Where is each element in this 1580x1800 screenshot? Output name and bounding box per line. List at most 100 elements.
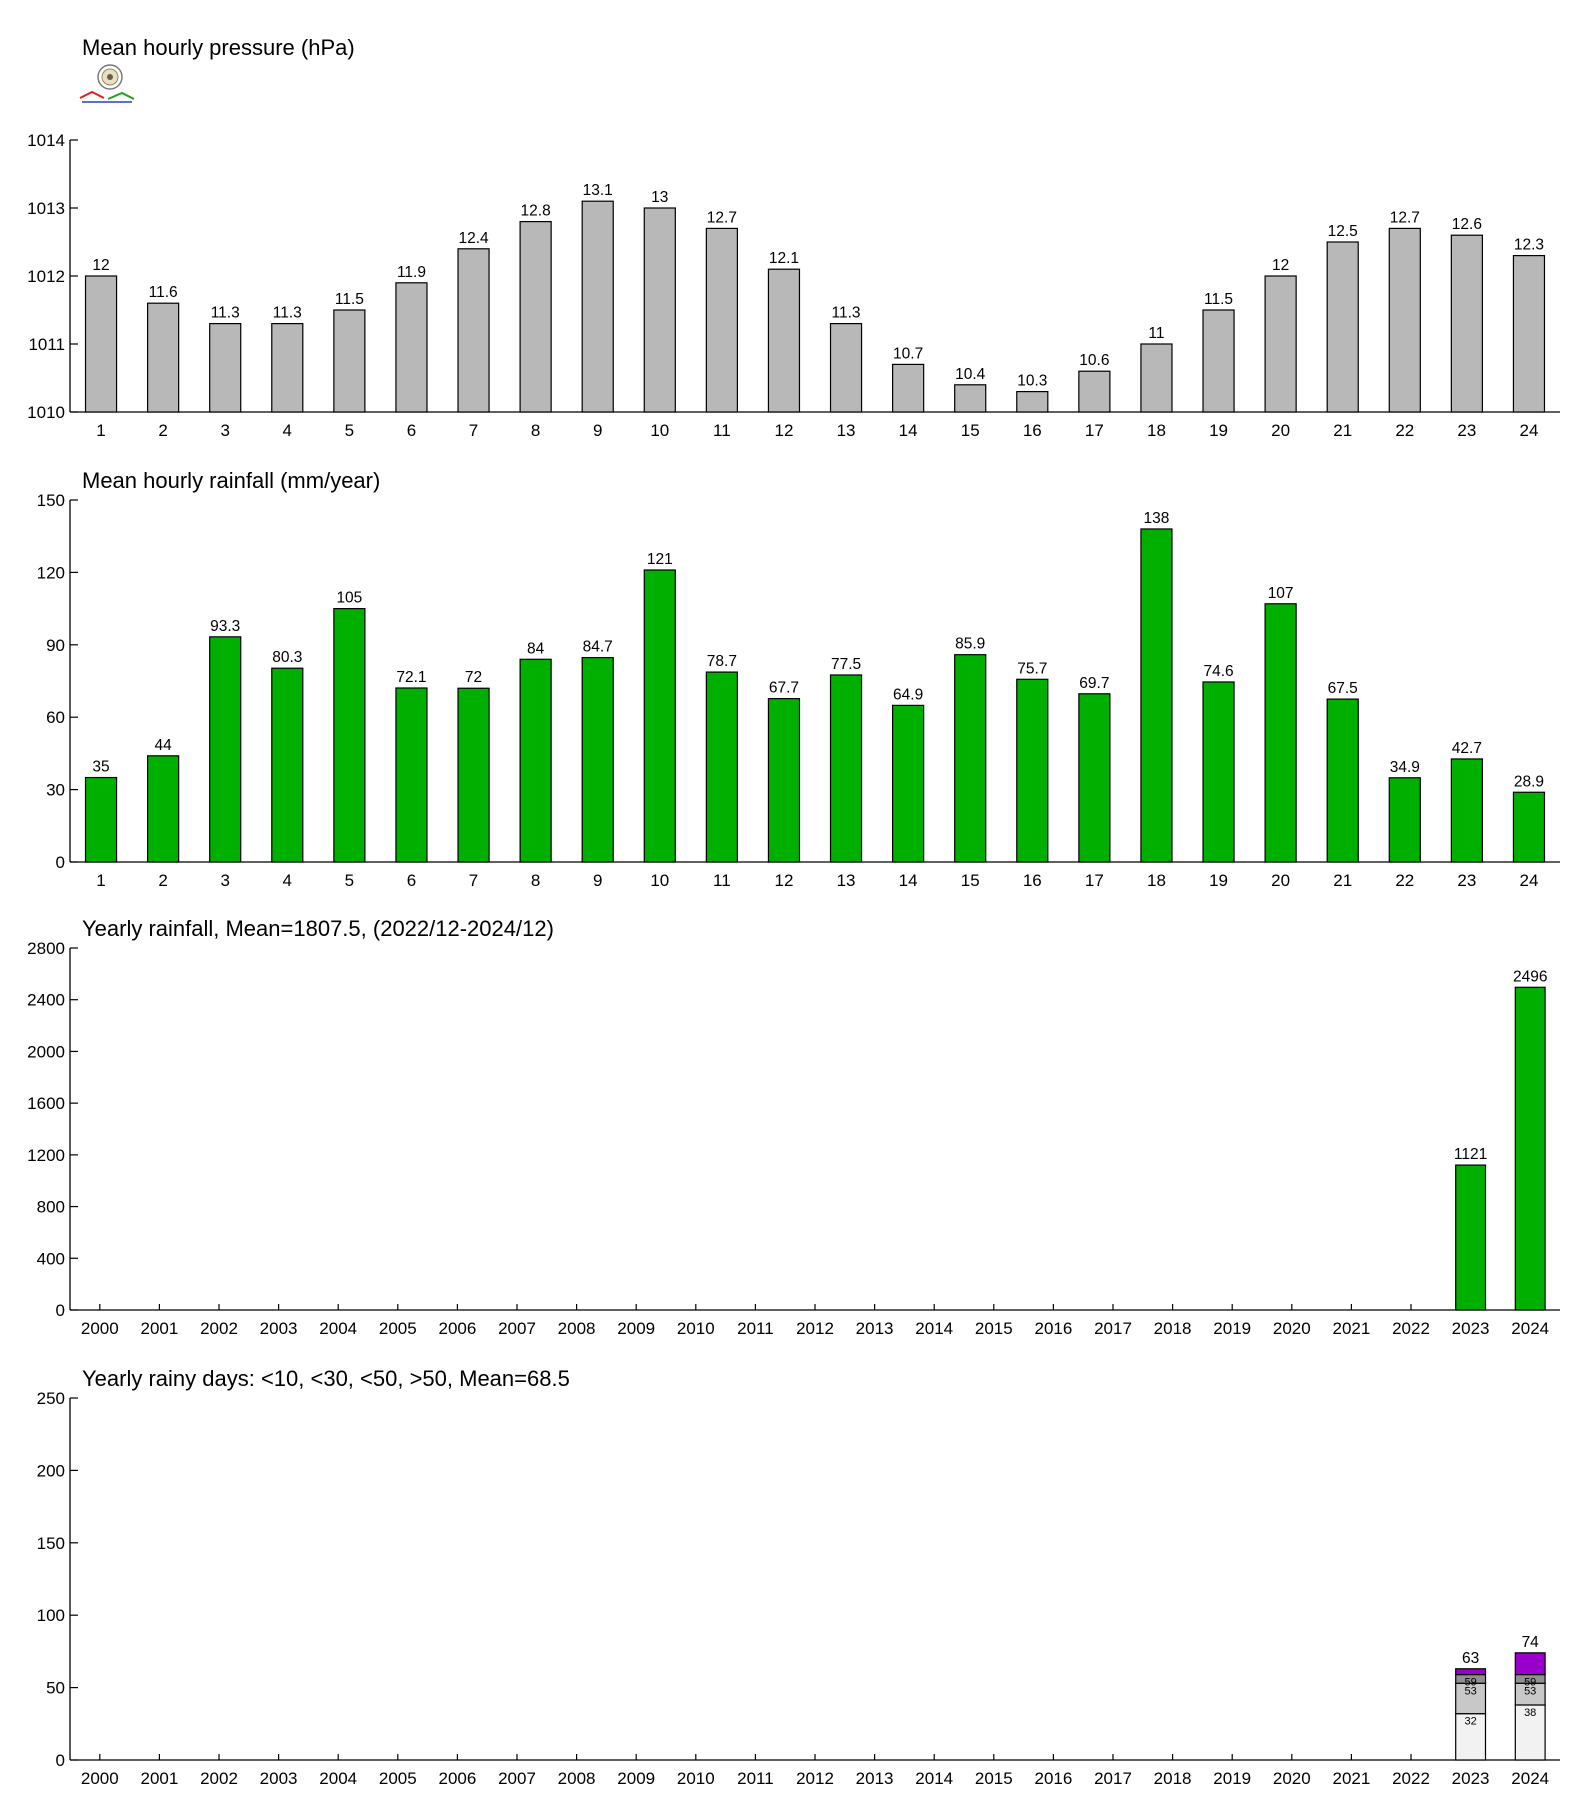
bar-value-label: 11 xyxy=(1148,325,1164,342)
bar xyxy=(395,282,428,413)
x-tick-label: 1 xyxy=(96,871,105,890)
bar xyxy=(84,776,118,863)
x-tick-label: 2009 xyxy=(617,1319,655,1338)
bar xyxy=(581,656,614,863)
bar-value-label: 13.1 xyxy=(583,182,613,199)
x-tick-label: 16 xyxy=(1023,871,1042,890)
x-tick-label: 21 xyxy=(1333,421,1352,440)
y-tick-label: 1014 xyxy=(27,131,65,150)
x-tick-label: 2022 xyxy=(1392,1769,1430,1788)
bar xyxy=(892,363,925,413)
bar xyxy=(1078,370,1111,413)
x-tick-label: 7 xyxy=(469,421,478,440)
bar xyxy=(1202,681,1235,863)
bar-value-label: 78.7 xyxy=(707,653,737,670)
stacked-bar-segment xyxy=(1455,1668,1487,1676)
bar-value-label: 67.7 xyxy=(769,680,799,697)
y-tick-label: 2400 xyxy=(27,991,65,1010)
x-tick-label: 6 xyxy=(407,421,416,440)
x-tick-label: 16 xyxy=(1023,421,1042,440)
x-tick-label: 12 xyxy=(774,871,793,890)
x-tick-label: 2019 xyxy=(1213,1319,1251,1338)
y-tick-label: 400 xyxy=(37,1249,65,1268)
chart-panel-3: Yearly rainfall, Mean=1807.5, (2022/12-2… xyxy=(27,916,1560,1338)
x-tick-label: 2015 xyxy=(975,1319,1013,1338)
y-tick-label: 2000 xyxy=(27,1042,65,1061)
x-tick-label: 14 xyxy=(899,871,918,890)
x-tick-label: 5 xyxy=(345,871,354,890)
x-tick-label: 2013 xyxy=(856,1319,894,1338)
bar xyxy=(1512,255,1546,413)
x-tick-label: 2003 xyxy=(260,1769,298,1788)
segment-label: 59 xyxy=(1464,1677,1476,1689)
x-tick-label: 15 xyxy=(961,421,980,440)
y-tick-label: 100 xyxy=(37,1606,65,1625)
bar-value-label: 10.3 xyxy=(1017,373,1047,390)
bar xyxy=(1140,528,1173,863)
bar xyxy=(892,704,925,863)
x-tick-label: 2022 xyxy=(1392,1319,1430,1338)
bar xyxy=(271,323,304,413)
bar xyxy=(147,755,180,863)
y-tick-label: 150 xyxy=(37,491,65,510)
x-tick-label: 14 xyxy=(899,421,918,440)
x-tick-label: 2018 xyxy=(1154,1319,1192,1338)
x-tick-label: 2013 xyxy=(856,1769,894,1788)
bar xyxy=(1078,693,1111,863)
bar-value-label: 12.3 xyxy=(1514,237,1544,254)
bar xyxy=(767,698,801,863)
x-tick-label: 2016 xyxy=(1034,1319,1072,1338)
x-tick-label: 2012 xyxy=(796,1769,834,1788)
bar xyxy=(271,667,304,863)
bar-value-label: 12.4 xyxy=(458,230,489,247)
chart-title: Mean hourly pressure (hPa) xyxy=(82,35,355,60)
bar xyxy=(643,207,676,413)
x-tick-label: 2002 xyxy=(200,1319,238,1338)
x-tick-label: 4 xyxy=(283,871,292,890)
y-tick-label: 200 xyxy=(37,1461,65,1480)
x-tick-label: 2003 xyxy=(260,1319,298,1338)
y-tick-label: 150 xyxy=(37,1534,65,1553)
y-tick-label: 250 xyxy=(37,1389,65,1408)
bar xyxy=(1514,986,1546,1311)
y-tick-label: 1012 xyxy=(27,267,65,286)
y-tick-label: 1013 xyxy=(27,199,65,218)
bar xyxy=(1264,603,1297,863)
x-tick-label: 24 xyxy=(1519,871,1538,890)
bar-value-label: 93.3 xyxy=(210,618,240,635)
bar xyxy=(1140,343,1173,413)
bar-value-label: 2496 xyxy=(1513,968,1547,985)
bar xyxy=(1264,275,1297,413)
bar-value-label: 11.5 xyxy=(335,291,364,308)
x-tick-label: 21 xyxy=(1333,871,1352,890)
bar xyxy=(643,569,676,863)
bar-value-label: 11.3 xyxy=(832,305,861,322)
x-tick-label: 2008 xyxy=(558,1769,596,1788)
x-tick-label: 2004 xyxy=(319,1769,357,1788)
bar-value-label: 11.9 xyxy=(397,264,426,281)
x-tick-label: 13 xyxy=(837,421,856,440)
x-tick-label: 11 xyxy=(713,421,731,440)
bar xyxy=(829,674,863,863)
bar-value-label: 28.9 xyxy=(1514,773,1544,790)
bar-value-label: 85.9 xyxy=(955,636,985,653)
chart-panel-4: Yearly rainy days: <10, <30, <50, >50, M… xyxy=(37,1366,1560,1788)
chart-panel-2: Mean hourly rainfall (mm/year)0306090120… xyxy=(37,468,1560,890)
y-tick-label: 1010 xyxy=(27,403,65,422)
bar xyxy=(767,268,801,413)
bar xyxy=(1202,309,1235,413)
x-tick-label: 2021 xyxy=(1332,1769,1370,1788)
x-tick-label: 1 xyxy=(96,421,105,440)
x-tick-label: 7 xyxy=(469,871,478,890)
bar xyxy=(333,309,366,413)
bar xyxy=(209,323,242,413)
x-tick-label: 2014 xyxy=(915,1319,953,1338)
x-tick-label: 2 xyxy=(158,421,167,440)
bar-value-label: 10.4 xyxy=(955,366,986,383)
x-tick-label: 2011 xyxy=(737,1769,774,1788)
x-tick-label: 2020 xyxy=(1273,1319,1311,1338)
chart-panel-1: Mean hourly pressure (hPa)10101011101210… xyxy=(27,35,1560,440)
stacked-bar-segment xyxy=(1455,1713,1487,1761)
x-tick-label: 24 xyxy=(1519,421,1538,440)
